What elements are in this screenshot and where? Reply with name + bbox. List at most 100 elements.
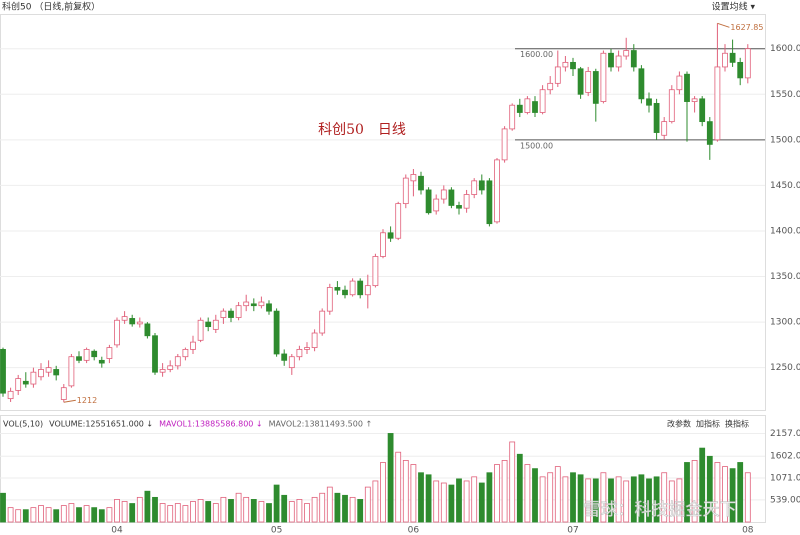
x-tick-label: 08 <box>742 526 754 535</box>
candle-body <box>266 303 272 312</box>
high-label: 1627.85 <box>730 23 763 32</box>
candle-body <box>608 52 614 68</box>
candle-body <box>592 71 599 104</box>
volume-bar <box>258 501 265 523</box>
volume-bar <box>600 472 607 523</box>
volume-bar <box>456 478 462 523</box>
candle-body <box>516 104 523 113</box>
candle-body <box>98 359 105 364</box>
volume-tick-label: 1071.00 <box>770 474 800 484</box>
volume-bar <box>615 476 622 523</box>
volume-bar <box>425 474 432 523</box>
volume-bar <box>402 460 409 523</box>
candle-body <box>182 349 189 358</box>
button[interactable]: 换指标 <box>725 419 749 429</box>
volume-bar <box>136 496 143 523</box>
candle-body <box>577 68 584 95</box>
volume-bar <box>668 480 675 523</box>
candle-body <box>699 98 706 123</box>
low-label: 1212 <box>77 396 97 405</box>
volume-bar <box>98 509 105 523</box>
candle-body <box>722 52 728 68</box>
x-tick-label: 05 <box>271 526 282 535</box>
volume-bar <box>630 476 637 523</box>
volume-bar <box>661 472 668 523</box>
candle-body <box>281 353 288 361</box>
candle-body <box>220 310 227 318</box>
volume-bar <box>342 494 348 523</box>
volume-bar <box>539 476 546 523</box>
candle-body <box>570 61 576 70</box>
volume-bar <box>418 472 424 523</box>
candle-body <box>380 232 386 257</box>
button[interactable]: 加指标 <box>696 419 720 429</box>
volume-bar <box>737 462 744 523</box>
candle-body <box>15 378 22 391</box>
volume-bar <box>577 474 584 523</box>
volume-legend: VOL(5,10) <box>3 420 43 429</box>
candle-body <box>136 321 143 325</box>
volume-bar <box>60 505 67 523</box>
ma-setting[interactable]: 设置均线 ▾ <box>712 1 756 13</box>
volume-bar <box>144 490 151 523</box>
volume-bar <box>212 503 219 523</box>
y-tick-label: 1350.00 <box>770 272 800 282</box>
volume-bar <box>190 501 196 523</box>
volume-legend: MAVOL1:13885586.800 ↓ <box>159 420 263 429</box>
volume-bar <box>83 505 90 523</box>
y-tick-label: 1450.00 <box>770 181 800 191</box>
candle-body <box>372 256 379 287</box>
volume-bar <box>699 447 706 523</box>
volume-bar <box>68 503 75 523</box>
candle-body <box>243 301 250 307</box>
candle-body <box>684 73 690 102</box>
volume-bar <box>296 499 303 523</box>
x-tick-label: 07 <box>567 526 578 535</box>
volume-bar <box>281 494 288 523</box>
candle-body <box>129 318 136 325</box>
volume-bar <box>380 462 386 523</box>
button[interactable]: 改参数 <box>667 419 691 429</box>
volume-bar <box>684 462 690 523</box>
candle-body <box>706 121 713 145</box>
volume-bar <box>243 496 250 523</box>
candle-body <box>653 102 660 133</box>
candle-body <box>554 66 561 84</box>
volume-bar <box>691 460 698 523</box>
volume-tick-label: 539.00 <box>770 495 800 505</box>
volume-bar <box>410 464 417 523</box>
volume-bar <box>129 503 136 523</box>
candle-body <box>319 310 326 334</box>
volume-bar <box>91 507 98 523</box>
candle-body <box>539 89 546 113</box>
candle-body <box>296 349 303 358</box>
volume-bar <box>433 480 440 523</box>
volume-bar <box>266 503 272 523</box>
candle-body <box>562 61 569 68</box>
volume-bar <box>250 499 257 523</box>
chart-title: 科创50 （日线,前复权） <box>2 1 100 13</box>
candle-body <box>433 198 440 212</box>
volume-bar <box>205 501 212 523</box>
x-tick-label: 04 <box>111 526 123 535</box>
candle-body <box>364 285 371 296</box>
candle-body <box>425 189 432 214</box>
candle-body <box>334 287 341 291</box>
volume-bar <box>706 455 713 523</box>
candle-body <box>190 341 196 350</box>
candle-body <box>410 174 417 182</box>
candle-body <box>547 82 554 91</box>
candle-body <box>418 175 424 191</box>
candle-body <box>258 301 265 307</box>
volume-bar <box>395 451 402 523</box>
volume-frame <box>0 415 766 523</box>
candle-body <box>744 48 751 79</box>
volume-bar <box>501 460 508 523</box>
volume-bar <box>174 503 181 523</box>
candle-body <box>668 89 675 123</box>
volume-bar <box>509 441 516 523</box>
volume-bar <box>372 480 379 523</box>
volume-bar <box>182 505 189 523</box>
candle-body <box>197 319 204 341</box>
